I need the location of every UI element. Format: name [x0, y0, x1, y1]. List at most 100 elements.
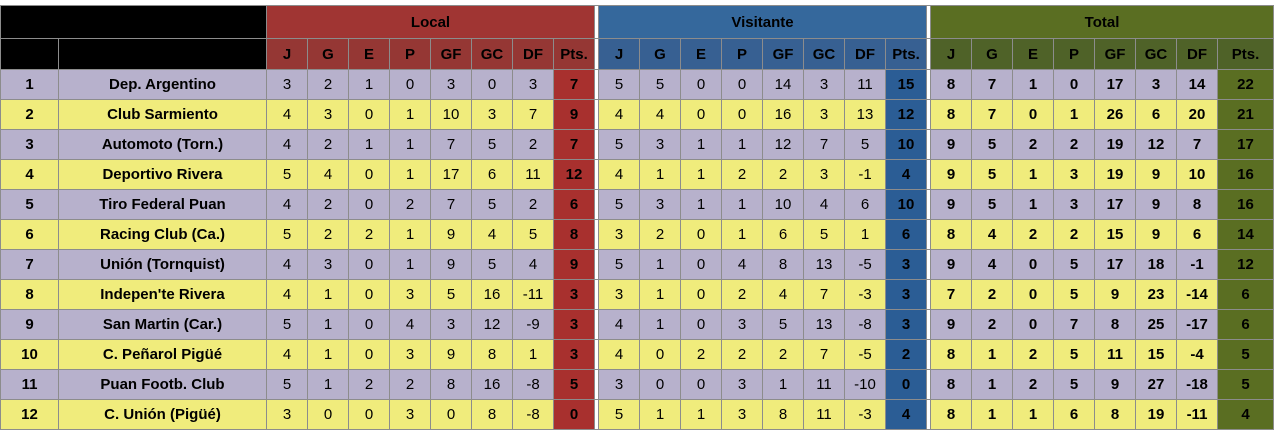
visitor-df-cell[interactable]: -8 — [844, 309, 886, 340]
local-pts-cell[interactable]: 0 — [553, 399, 595, 430]
visitor-gc-cell[interactable]: 7 — [803, 129, 845, 160]
total-gc-cell[interactable]: 9 — [1135, 189, 1177, 220]
team-name-cell[interactable]: San Martin (Car.) — [58, 309, 267, 340]
local-j-cell[interactable]: 3 — [266, 399, 308, 430]
visitor-p-cell[interactable]: 2 — [721, 339, 763, 370]
local-j-cell[interactable]: 5 — [266, 159, 308, 190]
visitor-p-cell[interactable]: 3 — [721, 369, 763, 400]
total-p-cell[interactable]: 5 — [1053, 339, 1095, 370]
visitor-pts-cell[interactable]: 6 — [885, 219, 927, 250]
local-j-cell[interactable]: 4 — [266, 99, 308, 130]
position-cell[interactable]: 4 — [0, 159, 59, 190]
local-g-cell[interactable]: 4 — [307, 159, 349, 190]
total-gf-cell[interactable]: 11 — [1094, 339, 1136, 370]
local-j-cell[interactable]: 3 — [266, 69, 308, 100]
total-g-cell[interactable]: 2 — [971, 279, 1013, 310]
total-gf-cell[interactable]: 15 — [1094, 219, 1136, 250]
total-pts-cell[interactable]: 6 — [1217, 309, 1274, 340]
local-gf-cell[interactable]: 17 — [430, 159, 472, 190]
visitor-pts-cell[interactable]: 10 — [885, 129, 927, 160]
local-gc-cell[interactable]: 6 — [471, 159, 513, 190]
local-pts-cell[interactable]: 9 — [553, 249, 595, 280]
visitor-g-cell[interactable]: 3 — [639, 129, 681, 160]
visitor-pts-cell[interactable]: 3 — [885, 279, 927, 310]
visitor-j-cell[interactable]: 4 — [598, 339, 640, 370]
local-df-cell[interactable]: 2 — [512, 129, 554, 160]
total-gc-cell[interactable]: 15 — [1135, 339, 1177, 370]
total-j-cell[interactable]: 8 — [930, 339, 972, 370]
visitor-df-cell[interactable]: -10 — [844, 369, 886, 400]
local-df-cell[interactable]: 7 — [512, 99, 554, 130]
local-gf-cell[interactable]: 9 — [430, 339, 472, 370]
total-e-cell[interactable]: 2 — [1012, 369, 1054, 400]
visitor-g-cell[interactable]: 1 — [639, 399, 681, 430]
local-gf-cell[interactable]: 3 — [430, 69, 472, 100]
local-p-cell[interactable]: 4 — [389, 309, 431, 340]
total-g-cell[interactable]: 4 — [971, 249, 1013, 280]
local-pts-cell[interactable]: 7 — [553, 129, 595, 160]
local-gc-cell[interactable]: 4 — [471, 219, 513, 250]
local-g-cell[interactable]: 1 — [307, 369, 349, 400]
position-cell[interactable]: 9 — [0, 309, 59, 340]
total-df-cell[interactable]: -14 — [1176, 279, 1218, 310]
total-df-cell[interactable]: -17 — [1176, 309, 1218, 340]
local-pts-cell[interactable]: 6 — [553, 189, 595, 220]
local-e-cell[interactable]: 2 — [348, 219, 390, 250]
visitor-pts-cell[interactable]: 0 — [885, 369, 927, 400]
visitor-j-cell[interactable]: 3 — [598, 279, 640, 310]
visitor-e-cell[interactable]: 0 — [680, 369, 722, 400]
local-p-cell[interactable]: 1 — [389, 249, 431, 280]
total-pts-cell[interactable]: 16 — [1217, 189, 1274, 220]
visitor-gc-cell[interactable]: 13 — [803, 249, 845, 280]
visitor-e-cell[interactable]: 0 — [680, 219, 722, 250]
visitor-j-cell[interactable]: 4 — [598, 99, 640, 130]
visitor-gf-cell[interactable]: 6 — [762, 219, 804, 250]
team-name-cell[interactable]: Deportivo Rivera — [58, 159, 267, 190]
total-p-cell[interactable]: 5 — [1053, 369, 1095, 400]
local-p-cell[interactable]: 1 — [389, 99, 431, 130]
visitor-j-cell[interactable]: 5 — [598, 249, 640, 280]
visitor-df-cell[interactable]: 5 — [844, 129, 886, 160]
local-p-cell[interactable]: 1 — [389, 129, 431, 160]
total-j-cell[interactable]: 8 — [930, 399, 972, 430]
local-e-cell[interactable]: 2 — [348, 369, 390, 400]
position-cell[interactable]: 12 — [0, 399, 59, 430]
total-gc-cell[interactable]: 12 — [1135, 129, 1177, 160]
total-j-cell[interactable]: 9 — [930, 249, 972, 280]
total-gf-cell[interactable]: 17 — [1094, 69, 1136, 100]
total-gf-cell[interactable]: 26 — [1094, 99, 1136, 130]
total-j-cell[interactable]: 9 — [930, 129, 972, 160]
visitor-e-cell[interactable]: 0 — [680, 309, 722, 340]
total-gc-cell[interactable]: 9 — [1135, 219, 1177, 250]
local-gc-cell[interactable]: 16 — [471, 369, 513, 400]
local-gc-cell[interactable]: 16 — [471, 279, 513, 310]
total-gf-cell[interactable]: 19 — [1094, 129, 1136, 160]
total-gf-cell[interactable]: 19 — [1094, 159, 1136, 190]
team-name-cell[interactable]: Puan Footb. Club — [58, 369, 267, 400]
visitor-gc-cell[interactable]: 3 — [803, 99, 845, 130]
local-j-cell[interactable]: 5 — [266, 219, 308, 250]
local-e-cell[interactable]: 0 — [348, 159, 390, 190]
local-g-cell[interactable]: 2 — [307, 69, 349, 100]
total-gf-cell[interactable]: 9 — [1094, 369, 1136, 400]
total-df-cell[interactable]: -18 — [1176, 369, 1218, 400]
visitor-gf-cell[interactable]: 16 — [762, 99, 804, 130]
total-p-cell[interactable]: 6 — [1053, 399, 1095, 430]
team-name-cell[interactable]: Unión (Tornquist) — [58, 249, 267, 280]
total-df-cell[interactable]: 14 — [1176, 69, 1218, 100]
local-e-cell[interactable]: 0 — [348, 399, 390, 430]
position-cell[interactable]: 6 — [0, 219, 59, 250]
total-p-cell[interactable]: 1 — [1053, 99, 1095, 130]
total-df-cell[interactable]: -1 — [1176, 249, 1218, 280]
local-pts-cell[interactable]: 3 — [553, 279, 595, 310]
local-e-cell[interactable]: 0 — [348, 189, 390, 220]
visitor-gc-cell[interactable]: 4 — [803, 189, 845, 220]
visitor-g-cell[interactable]: 0 — [639, 369, 681, 400]
local-df-cell[interactable]: -9 — [512, 309, 554, 340]
visitor-p-cell[interactable]: 0 — [721, 69, 763, 100]
visitor-df-cell[interactable]: -3 — [844, 279, 886, 310]
total-p-cell[interactable]: 2 — [1053, 129, 1095, 160]
position-cell[interactable]: 2 — [0, 99, 59, 130]
total-g-cell[interactable]: 1 — [971, 399, 1013, 430]
total-e-cell[interactable]: 1 — [1012, 399, 1054, 430]
